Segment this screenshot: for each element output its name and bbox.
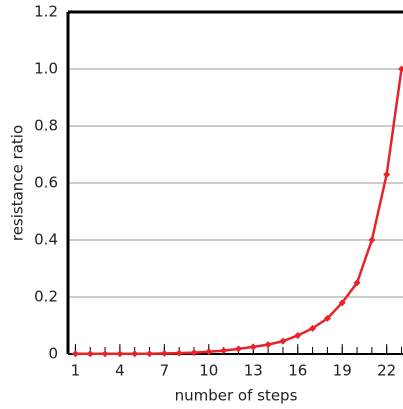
- x-tick-label: 10: [199, 362, 218, 380]
- marker: [383, 170, 391, 178]
- marker: [205, 348, 213, 356]
- x-tick-label: 4: [115, 362, 125, 380]
- x-tick-label: 13: [244, 362, 263, 380]
- x-tick-label: 7: [160, 362, 170, 380]
- marker: [323, 314, 331, 322]
- y-tick-label: 1.2: [34, 3, 58, 21]
- y-tick-label: 0.2: [34, 288, 58, 306]
- y-axis-label: resistance ratio: [9, 125, 27, 241]
- y-tick-label: 0: [48, 345, 58, 363]
- marker: [131, 350, 139, 358]
- y-tick-label: 0.4: [34, 231, 58, 249]
- marker: [368, 236, 376, 244]
- marker: [175, 349, 183, 357]
- x-tick-label: 22: [377, 362, 396, 380]
- marker: [279, 337, 287, 345]
- marker: [353, 279, 361, 287]
- x-tick-label: 16: [288, 362, 307, 380]
- marker: [101, 350, 109, 358]
- marker: [398, 65, 403, 73]
- marker: [86, 350, 94, 358]
- line: [75, 68, 403, 355]
- x-axis-label: number of steps: [175, 387, 298, 405]
- marker: [160, 349, 168, 357]
- marker: [146, 350, 154, 358]
- x-tick-label: 1: [71, 362, 81, 380]
- marker: [71, 350, 79, 358]
- y-tick-label: 1.0: [34, 60, 58, 78]
- marker: [264, 341, 272, 349]
- marker: [249, 343, 257, 351]
- y-tick-label: 0.8: [34, 117, 58, 135]
- marker: [309, 324, 317, 332]
- marker: [234, 345, 242, 353]
- y-tick-label: 0.6: [34, 174, 58, 192]
- marker: [294, 331, 302, 339]
- marker: [190, 349, 198, 357]
- marker: [116, 350, 124, 358]
- marker: [220, 347, 228, 355]
- x-tick-label: 19: [333, 362, 352, 380]
- marker: [338, 299, 346, 307]
